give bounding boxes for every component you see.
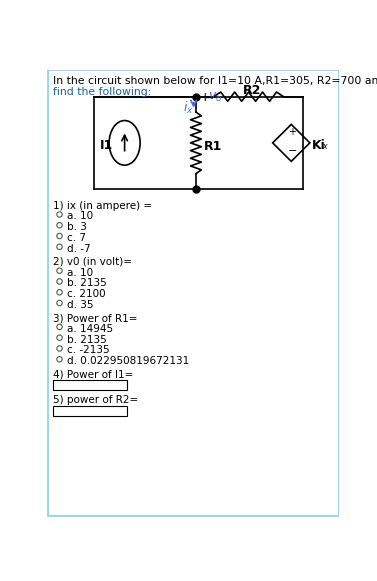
Text: +: + [288, 127, 296, 138]
FancyBboxPatch shape [48, 70, 339, 517]
Text: c. -2135: c. -2135 [67, 345, 110, 356]
Text: 3) Power of R1=: 3) Power of R1= [53, 313, 138, 323]
Text: $_x$: $_x$ [322, 142, 329, 152]
Text: find the following:: find the following: [53, 87, 152, 96]
Text: a. 10: a. 10 [67, 268, 93, 278]
Text: 5) power of R2=: 5) power of R2= [53, 396, 139, 406]
Text: d. -7: d. -7 [67, 244, 91, 254]
Text: b. 2135: b. 2135 [67, 278, 107, 288]
Text: a. 14945: a. 14945 [67, 324, 113, 334]
Text: −: − [288, 146, 297, 156]
Text: I1: I1 [100, 139, 113, 152]
Text: 2) v0 (in volt)=: 2) v0 (in volt)= [53, 257, 132, 267]
Text: c. 2100: c. 2100 [67, 289, 106, 299]
Text: 1) ix (in ampere) =: 1) ix (in ampere) = [53, 200, 152, 211]
Text: d. 35: d. 35 [67, 300, 94, 310]
Text: In the circuit shown below for I1=10 A,R1=305, R2=700 and K=5,: In the circuit shown below for I1=10 A,R… [53, 76, 377, 86]
Text: a. 10: a. 10 [67, 211, 93, 221]
Text: Ki: Ki [312, 139, 326, 152]
Text: b. 2135: b. 2135 [67, 335, 107, 345]
Text: 4) Power of I1=: 4) Power of I1= [53, 370, 134, 379]
Text: −: − [203, 91, 215, 105]
Text: d. 0.022950819672131: d. 0.022950819672131 [67, 356, 190, 366]
Text: R1: R1 [204, 140, 222, 153]
Text: +: + [200, 91, 210, 103]
Text: $v_o$: $v_o$ [208, 91, 223, 105]
Text: c. 7: c. 7 [67, 233, 86, 243]
Text: b. 3: b. 3 [67, 222, 87, 232]
FancyBboxPatch shape [53, 380, 127, 390]
Text: $i_x$: $i_x$ [183, 100, 193, 116]
FancyBboxPatch shape [53, 406, 127, 416]
Text: R2: R2 [242, 84, 261, 98]
